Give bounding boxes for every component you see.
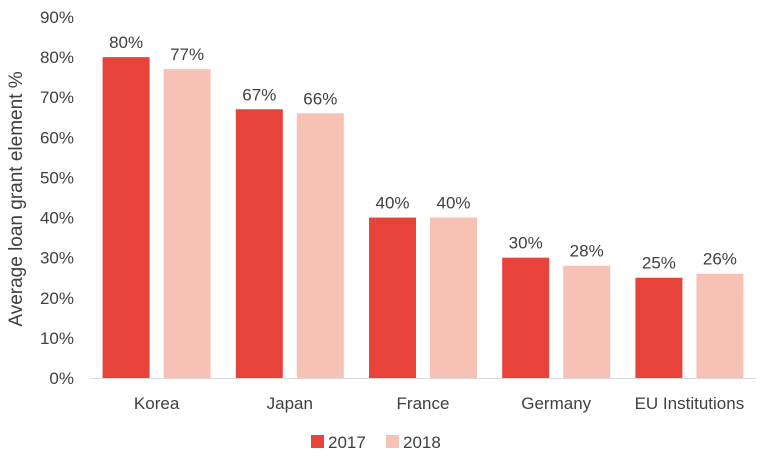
- legend-label-2017: 2017: [328, 433, 366, 452]
- data-label: 40%: [436, 194, 470, 213]
- bar-2017: [102, 57, 150, 378]
- y-tick-label: 60%: [40, 128, 74, 147]
- data-labels: 80% 77% 67% 66% 40% 40% 30% 28% 25% 26%: [109, 33, 737, 273]
- data-label: 80%: [109, 33, 143, 52]
- y-tick-label: 10%: [40, 329, 74, 348]
- y-tick-label: 80%: [40, 48, 74, 67]
- legend-swatch-2017: [311, 435, 324, 448]
- y-tick-label: 40%: [40, 209, 74, 228]
- bar-2017: [235, 109, 283, 378]
- bar-2017: [502, 257, 550, 378]
- y-axis-tick-labels: 0% 10% 20% 30% 40% 50% 60% 70% 80% 90%: [40, 8, 74, 388]
- category-label: Germany: [521, 394, 591, 413]
- data-label: 30%: [509, 234, 543, 253]
- category-label: France: [397, 394, 450, 413]
- y-tick-label: 50%: [40, 168, 74, 187]
- x-axis-category-labels: Korea Japan France Germany EU Institutions: [134, 394, 744, 413]
- data-label: 77%: [170, 45, 204, 64]
- legend: 2017 2018: [311, 433, 441, 452]
- category-label: Korea: [134, 394, 180, 413]
- bar-2018: [163, 69, 211, 379]
- bar-2018: [696, 273, 744, 378]
- y-tick-label: 20%: [40, 289, 74, 308]
- data-label: 67%: [242, 85, 276, 104]
- bar-2018: [296, 113, 344, 379]
- category-label: Japan: [267, 394, 313, 413]
- bar-2017: [369, 217, 416, 378]
- data-label: 28%: [570, 242, 604, 261]
- legend-swatch-2018: [386, 435, 399, 448]
- bar-2017: [635, 277, 683, 378]
- data-label: 66%: [303, 89, 337, 108]
- data-label: 26%: [703, 250, 737, 269]
- data-label: 25%: [642, 254, 676, 273]
- bar-2018: [430, 217, 477, 378]
- y-tick-label: 90%: [40, 8, 74, 27]
- legend-label-2018: 2018: [403, 433, 441, 452]
- y-tick-label: 70%: [40, 88, 74, 107]
- y-axis-title: Average loan grant element %: [6, 71, 27, 326]
- y-tick-label: 30%: [40, 249, 74, 268]
- category-label: EU Institutions: [635, 394, 745, 413]
- bars: [102, 57, 744, 379]
- bar-2018: [563, 265, 611, 378]
- y-tick-label: 0%: [49, 369, 74, 388]
- data-label: 40%: [375, 194, 409, 213]
